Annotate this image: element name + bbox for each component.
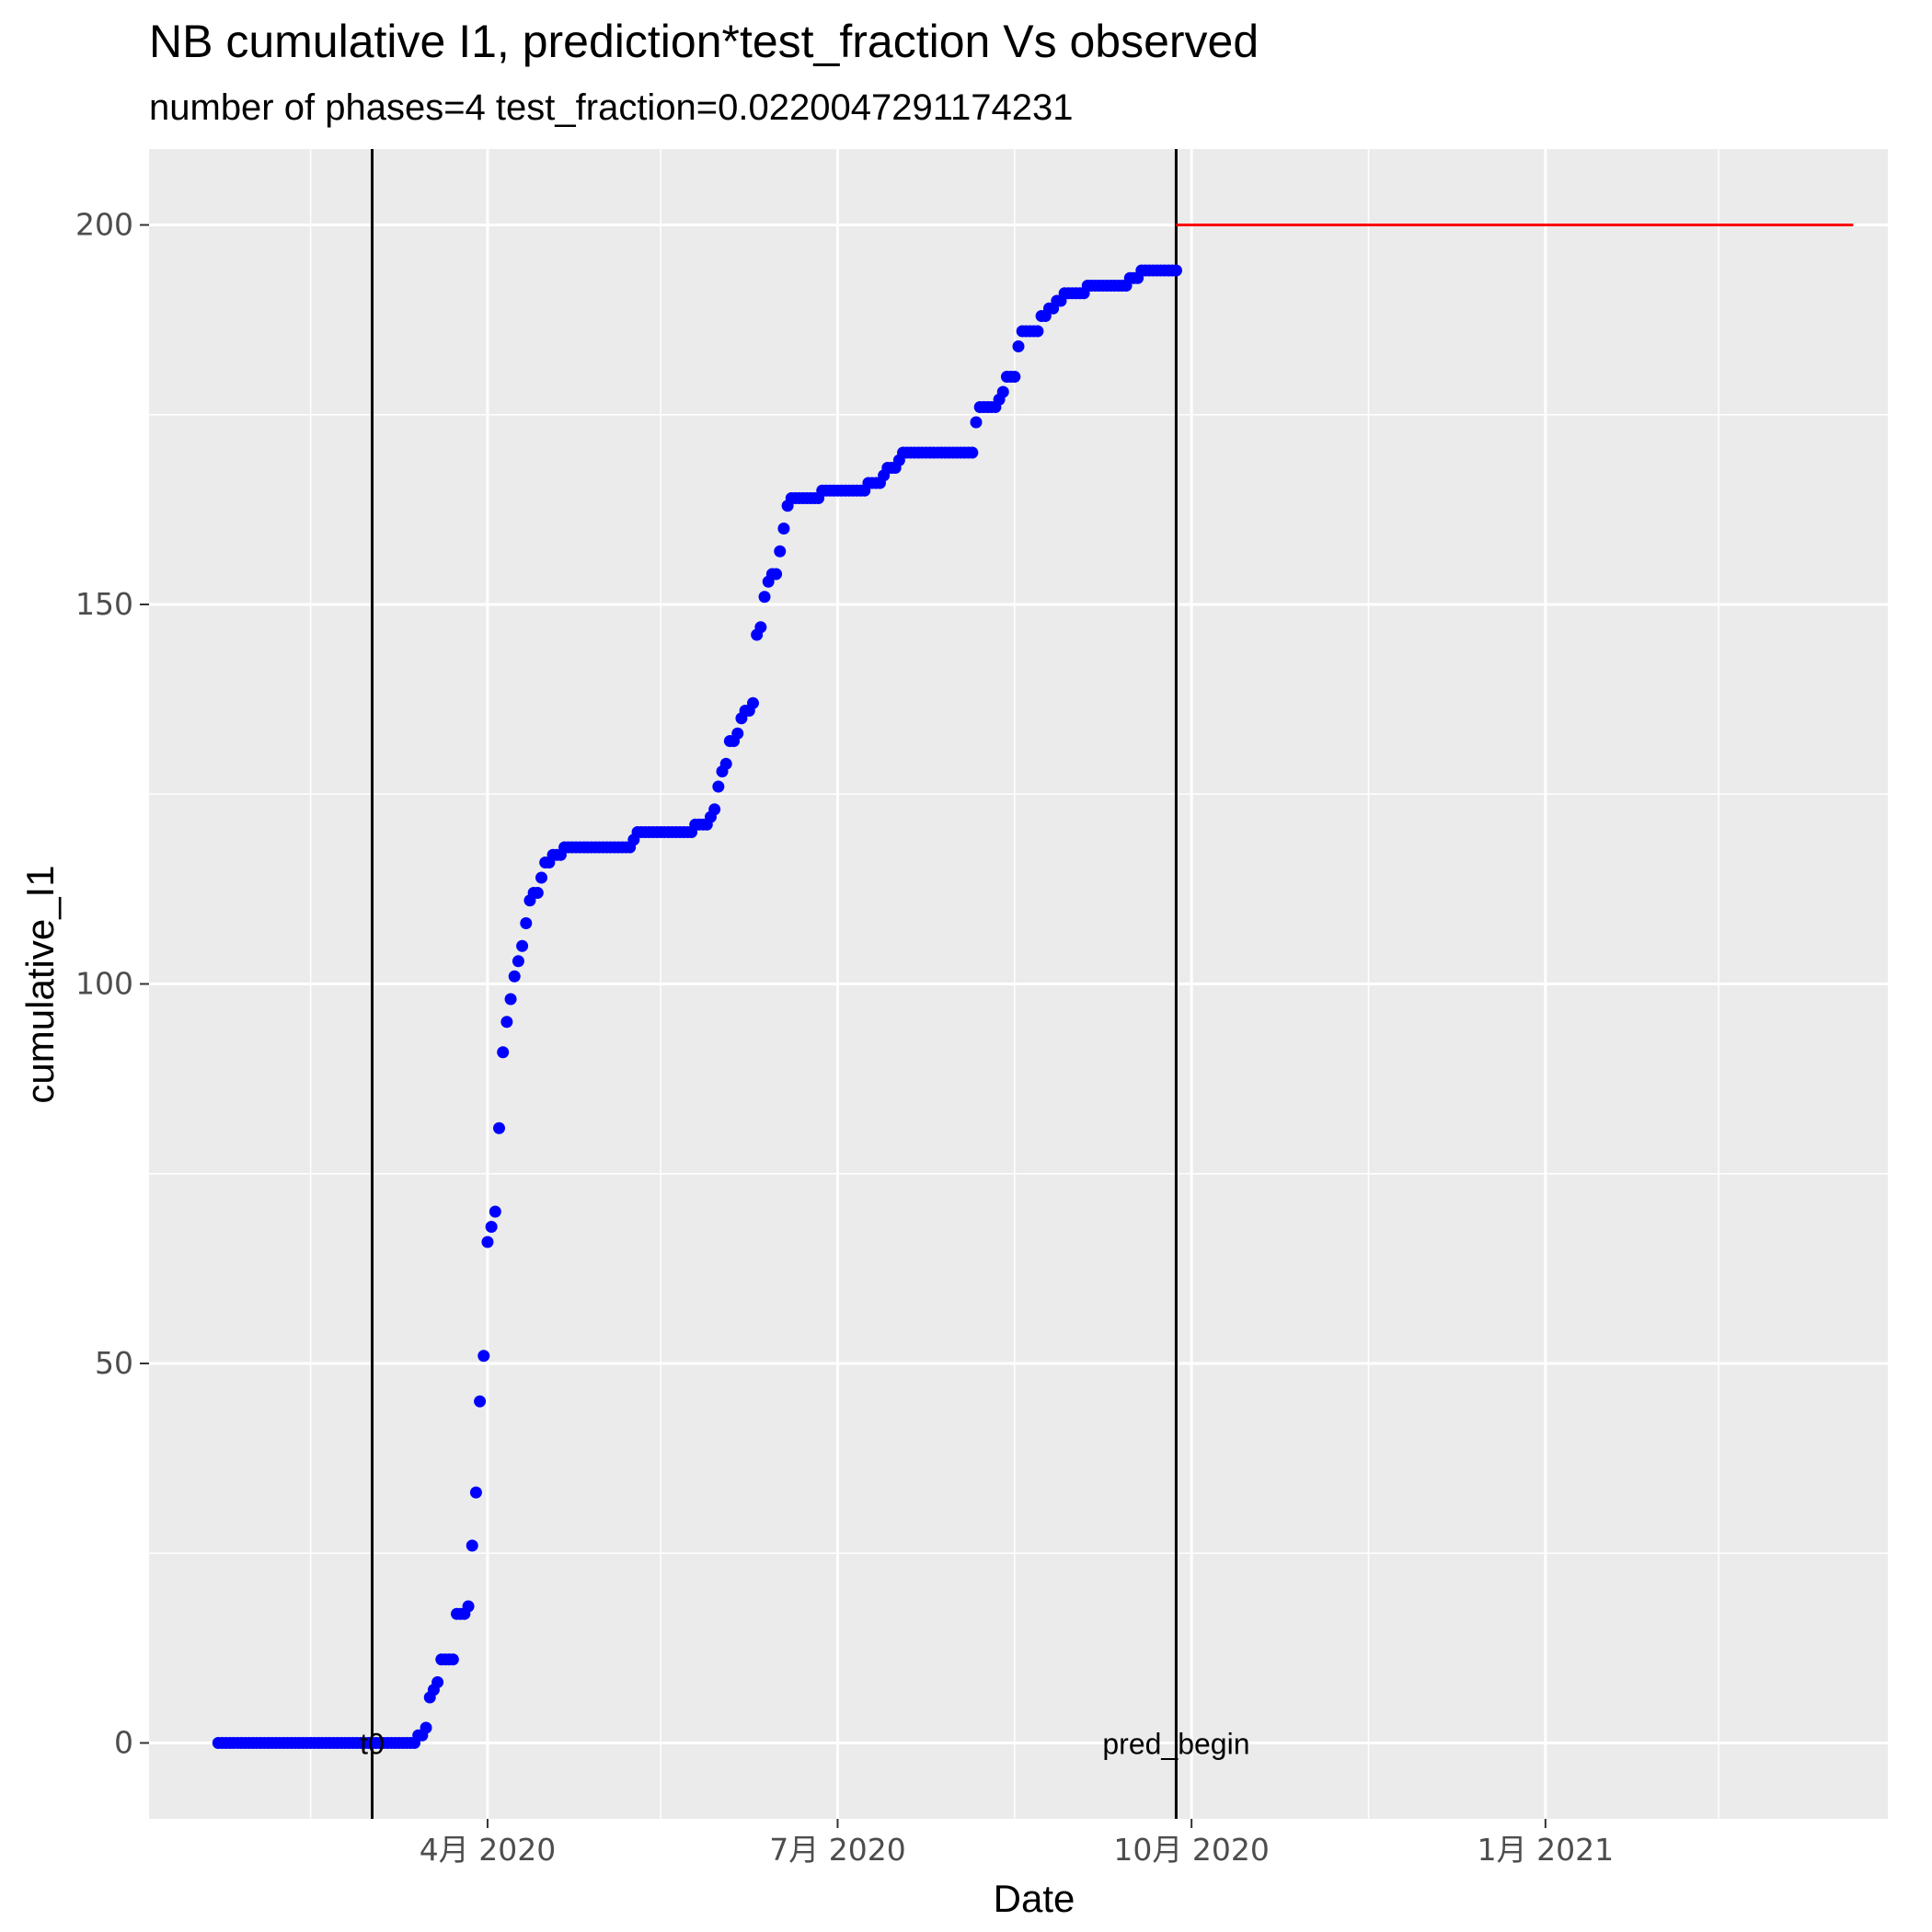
data-point — [469, 1486, 482, 1499]
data-point — [520, 917, 533, 929]
data-point — [746, 696, 759, 709]
data-point — [489, 1205, 501, 1218]
data-point — [970, 416, 983, 429]
major-gridlines — [149, 149, 1888, 1819]
y-axis-title: cumulative_I1 — [18, 865, 62, 1103]
data-point — [497, 1046, 510, 1059]
annotation-t0: t0 — [360, 1728, 385, 1761]
data-point — [754, 621, 767, 634]
y-axis: 0 50 100 150 200 — [75, 207, 149, 1761]
vline-annotations: t0 pred_begin — [360, 1728, 1249, 1761]
data-point — [431, 1676, 444, 1688]
data-point — [535, 871, 548, 884]
annotation-pred-begin: pred_begin — [1102, 1728, 1249, 1761]
y-tick-label: 100 — [75, 966, 133, 1002]
observed-series — [212, 264, 1182, 1749]
x-tick-label: 1月 2021 — [1478, 1832, 1614, 1868]
y-tick-label: 0 — [114, 1725, 133, 1761]
data-point — [466, 1539, 478, 1552]
x-tick-label: 4月 2020 — [420, 1832, 556, 1868]
data-point — [774, 545, 787, 558]
data-point — [777, 523, 790, 535]
x-tick-label: 7月 2020 — [769, 1832, 905, 1868]
chart-subtitle: number of phases=4 test_fraction=0.02200… — [149, 87, 1074, 128]
data-point — [481, 1236, 494, 1248]
data-point — [770, 568, 783, 581]
data-point — [719, 757, 732, 770]
data-point — [758, 591, 771, 604]
data-point — [512, 955, 524, 968]
x-axis: 4月 2020 7月 2020 10月 2020 1月 2021 — [420, 1819, 1614, 1868]
vertical-reference-lines — [371, 149, 1178, 1819]
data-point — [516, 939, 529, 952]
data-point — [504, 993, 517, 1006]
data-point — [462, 1600, 475, 1613]
y-tick-label: 50 — [95, 1345, 133, 1381]
data-point — [708, 803, 721, 816]
data-point — [474, 1395, 487, 1408]
y-tick-label: 200 — [75, 207, 133, 243]
data-point — [531, 887, 544, 899]
data-point — [420, 1721, 432, 1734]
data-point — [493, 1121, 506, 1134]
data-point — [1008, 371, 1021, 383]
data-point — [1169, 264, 1182, 277]
data-point — [477, 1350, 490, 1363]
data-point — [712, 780, 725, 793]
data-point — [1031, 325, 1044, 338]
data-point — [1012, 340, 1025, 352]
data-point — [996, 385, 1009, 398]
data-point — [966, 446, 979, 459]
data-point — [485, 1221, 498, 1233]
chart-title: NB cumulative I1, prediction*test_fracti… — [149, 16, 1259, 67]
x-axis-title: Date — [994, 1877, 1075, 1920]
x-tick-label: 10月 2020 — [1113, 1832, 1269, 1868]
data-point — [446, 1653, 459, 1666]
data-point — [508, 970, 521, 983]
data-point — [731, 727, 744, 740]
data-point — [500, 1016, 513, 1029]
y-tick-label: 150 — [75, 586, 133, 622]
